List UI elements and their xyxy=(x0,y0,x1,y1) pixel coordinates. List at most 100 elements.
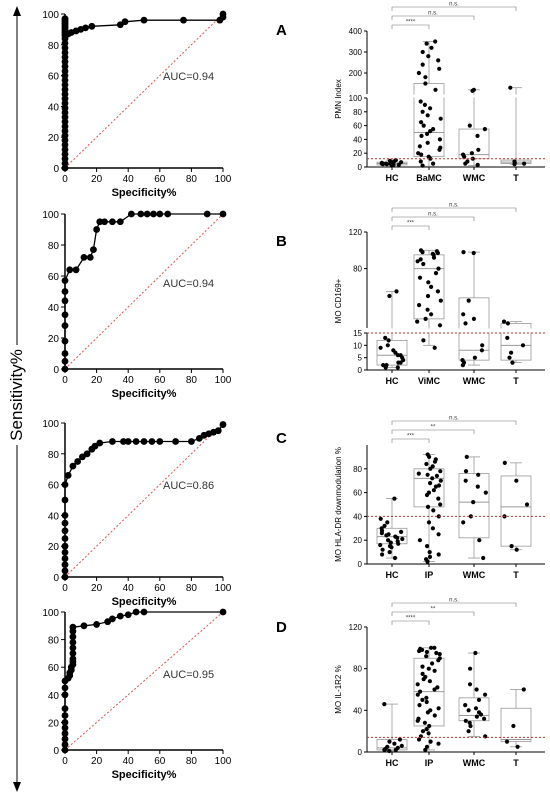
roc-curve-point xyxy=(61,741,69,748)
data-point xyxy=(507,355,512,360)
roc-y-tick-label: 20 xyxy=(48,542,60,553)
data-point xyxy=(461,152,466,157)
data-point xyxy=(395,365,400,370)
box-iqr xyxy=(413,254,445,320)
dot-y-axis-label: MO HLA-DR downmodulation % xyxy=(334,447,343,562)
data-point xyxy=(425,140,430,145)
roc-curve-point xyxy=(69,462,77,470)
roc-x-tick-label: 0 xyxy=(62,583,68,594)
roc-curve-point xyxy=(61,519,69,527)
roc-curve-point xyxy=(127,210,135,218)
roc-x-axis-label: Specificity% xyxy=(112,388,177,400)
roc-curve-point xyxy=(61,567,69,575)
panel-letter: D xyxy=(276,619,287,636)
data-point xyxy=(467,123,472,128)
dot-y-tick-label: 200 xyxy=(349,69,363,78)
data-point xyxy=(425,131,430,136)
dot-y-tick-label: 0 xyxy=(358,748,363,757)
data-point xyxy=(476,472,481,477)
data-point xyxy=(438,298,443,303)
roc-curve-point xyxy=(61,337,69,345)
data-point xyxy=(463,321,468,326)
data-point xyxy=(504,739,510,744)
data-point xyxy=(381,363,386,368)
data-point xyxy=(422,720,427,725)
roc-curve-point xyxy=(120,438,127,445)
data-point xyxy=(420,109,425,114)
data-point xyxy=(395,539,400,544)
roc-curve-point xyxy=(61,724,69,732)
data-point xyxy=(502,460,507,465)
data-point xyxy=(471,500,476,505)
data-point xyxy=(434,473,439,478)
dot-category-label: T xyxy=(513,758,519,768)
roc-curve-point xyxy=(61,322,69,329)
data-point xyxy=(417,275,423,280)
data-point xyxy=(384,162,389,167)
data-point xyxy=(427,554,433,560)
roc-y-tick-label: 80 xyxy=(48,41,60,52)
dot-y-tick-label: 0 xyxy=(358,560,363,569)
data-point xyxy=(423,75,428,80)
data-point xyxy=(438,502,443,507)
roc-curve-point xyxy=(80,254,88,261)
roc-curve-point xyxy=(66,266,74,274)
data-point xyxy=(432,668,437,673)
roc-reference-line xyxy=(64,611,224,751)
data-point xyxy=(512,159,517,164)
roc-x-tick-label: 20 xyxy=(91,174,103,185)
significance-label: n.s. xyxy=(449,203,459,209)
data-point xyxy=(463,703,468,708)
roc-curve-point xyxy=(61,719,69,726)
roc-curve-point xyxy=(80,622,88,630)
roc-reference-line xyxy=(64,213,224,370)
data-point xyxy=(463,478,468,483)
data-point xyxy=(471,250,476,256)
significance-label: ** xyxy=(431,425,436,431)
significance-bracket xyxy=(391,429,475,434)
data-point xyxy=(420,49,425,55)
data-point xyxy=(432,345,437,350)
roc-panel-b: 0 20 40 60 80 100 0 20 40 60 80 100 Specificity% AUC=… xyxy=(42,210,287,400)
roc-panel-a: 0 20 40 60 80 100 0 20 40 60 80 100 Specificity% AUC=… xyxy=(42,10,287,199)
roc-curve-point xyxy=(61,277,69,285)
data-point xyxy=(385,343,390,348)
roc-curve-point xyxy=(203,210,211,218)
roc-x-axis-label: Specificity% xyxy=(112,769,177,781)
roc-x-axis-label: Specificity% xyxy=(112,596,177,608)
data-point xyxy=(424,41,429,46)
dot-category-label: WMC xyxy=(463,758,486,768)
data-point xyxy=(437,137,442,142)
data-point xyxy=(380,552,385,557)
data-point xyxy=(483,490,488,495)
data-point xyxy=(387,550,392,555)
roc-curve-point xyxy=(172,438,180,445)
data-point xyxy=(437,66,442,71)
data-point xyxy=(423,316,428,321)
roc-y-tick-label: 80 xyxy=(48,450,60,461)
significance-bracket xyxy=(391,6,517,11)
data-point xyxy=(425,452,430,457)
data-point xyxy=(416,716,421,721)
data-point xyxy=(415,319,420,324)
roc-curve-point xyxy=(69,644,77,652)
roc-x-tick-label: 40 xyxy=(123,174,135,185)
data-point xyxy=(438,145,443,150)
roc-curve-point xyxy=(61,712,69,719)
roc-curve-point xyxy=(61,15,69,23)
box-iqr xyxy=(458,697,490,722)
data-point xyxy=(463,718,468,723)
data-point xyxy=(385,744,390,749)
data-point xyxy=(420,671,425,677)
data-point xyxy=(421,261,426,267)
roc-curve-point xyxy=(61,481,69,488)
data-point xyxy=(466,298,471,303)
data-point xyxy=(425,472,430,477)
data-point xyxy=(419,133,424,138)
data-point xyxy=(416,70,421,76)
data-point xyxy=(482,127,487,132)
dot-y-tick-label: 80 xyxy=(353,265,362,274)
significance-label: *** xyxy=(407,221,415,227)
roc-x-tick-label: 20 xyxy=(91,375,103,386)
